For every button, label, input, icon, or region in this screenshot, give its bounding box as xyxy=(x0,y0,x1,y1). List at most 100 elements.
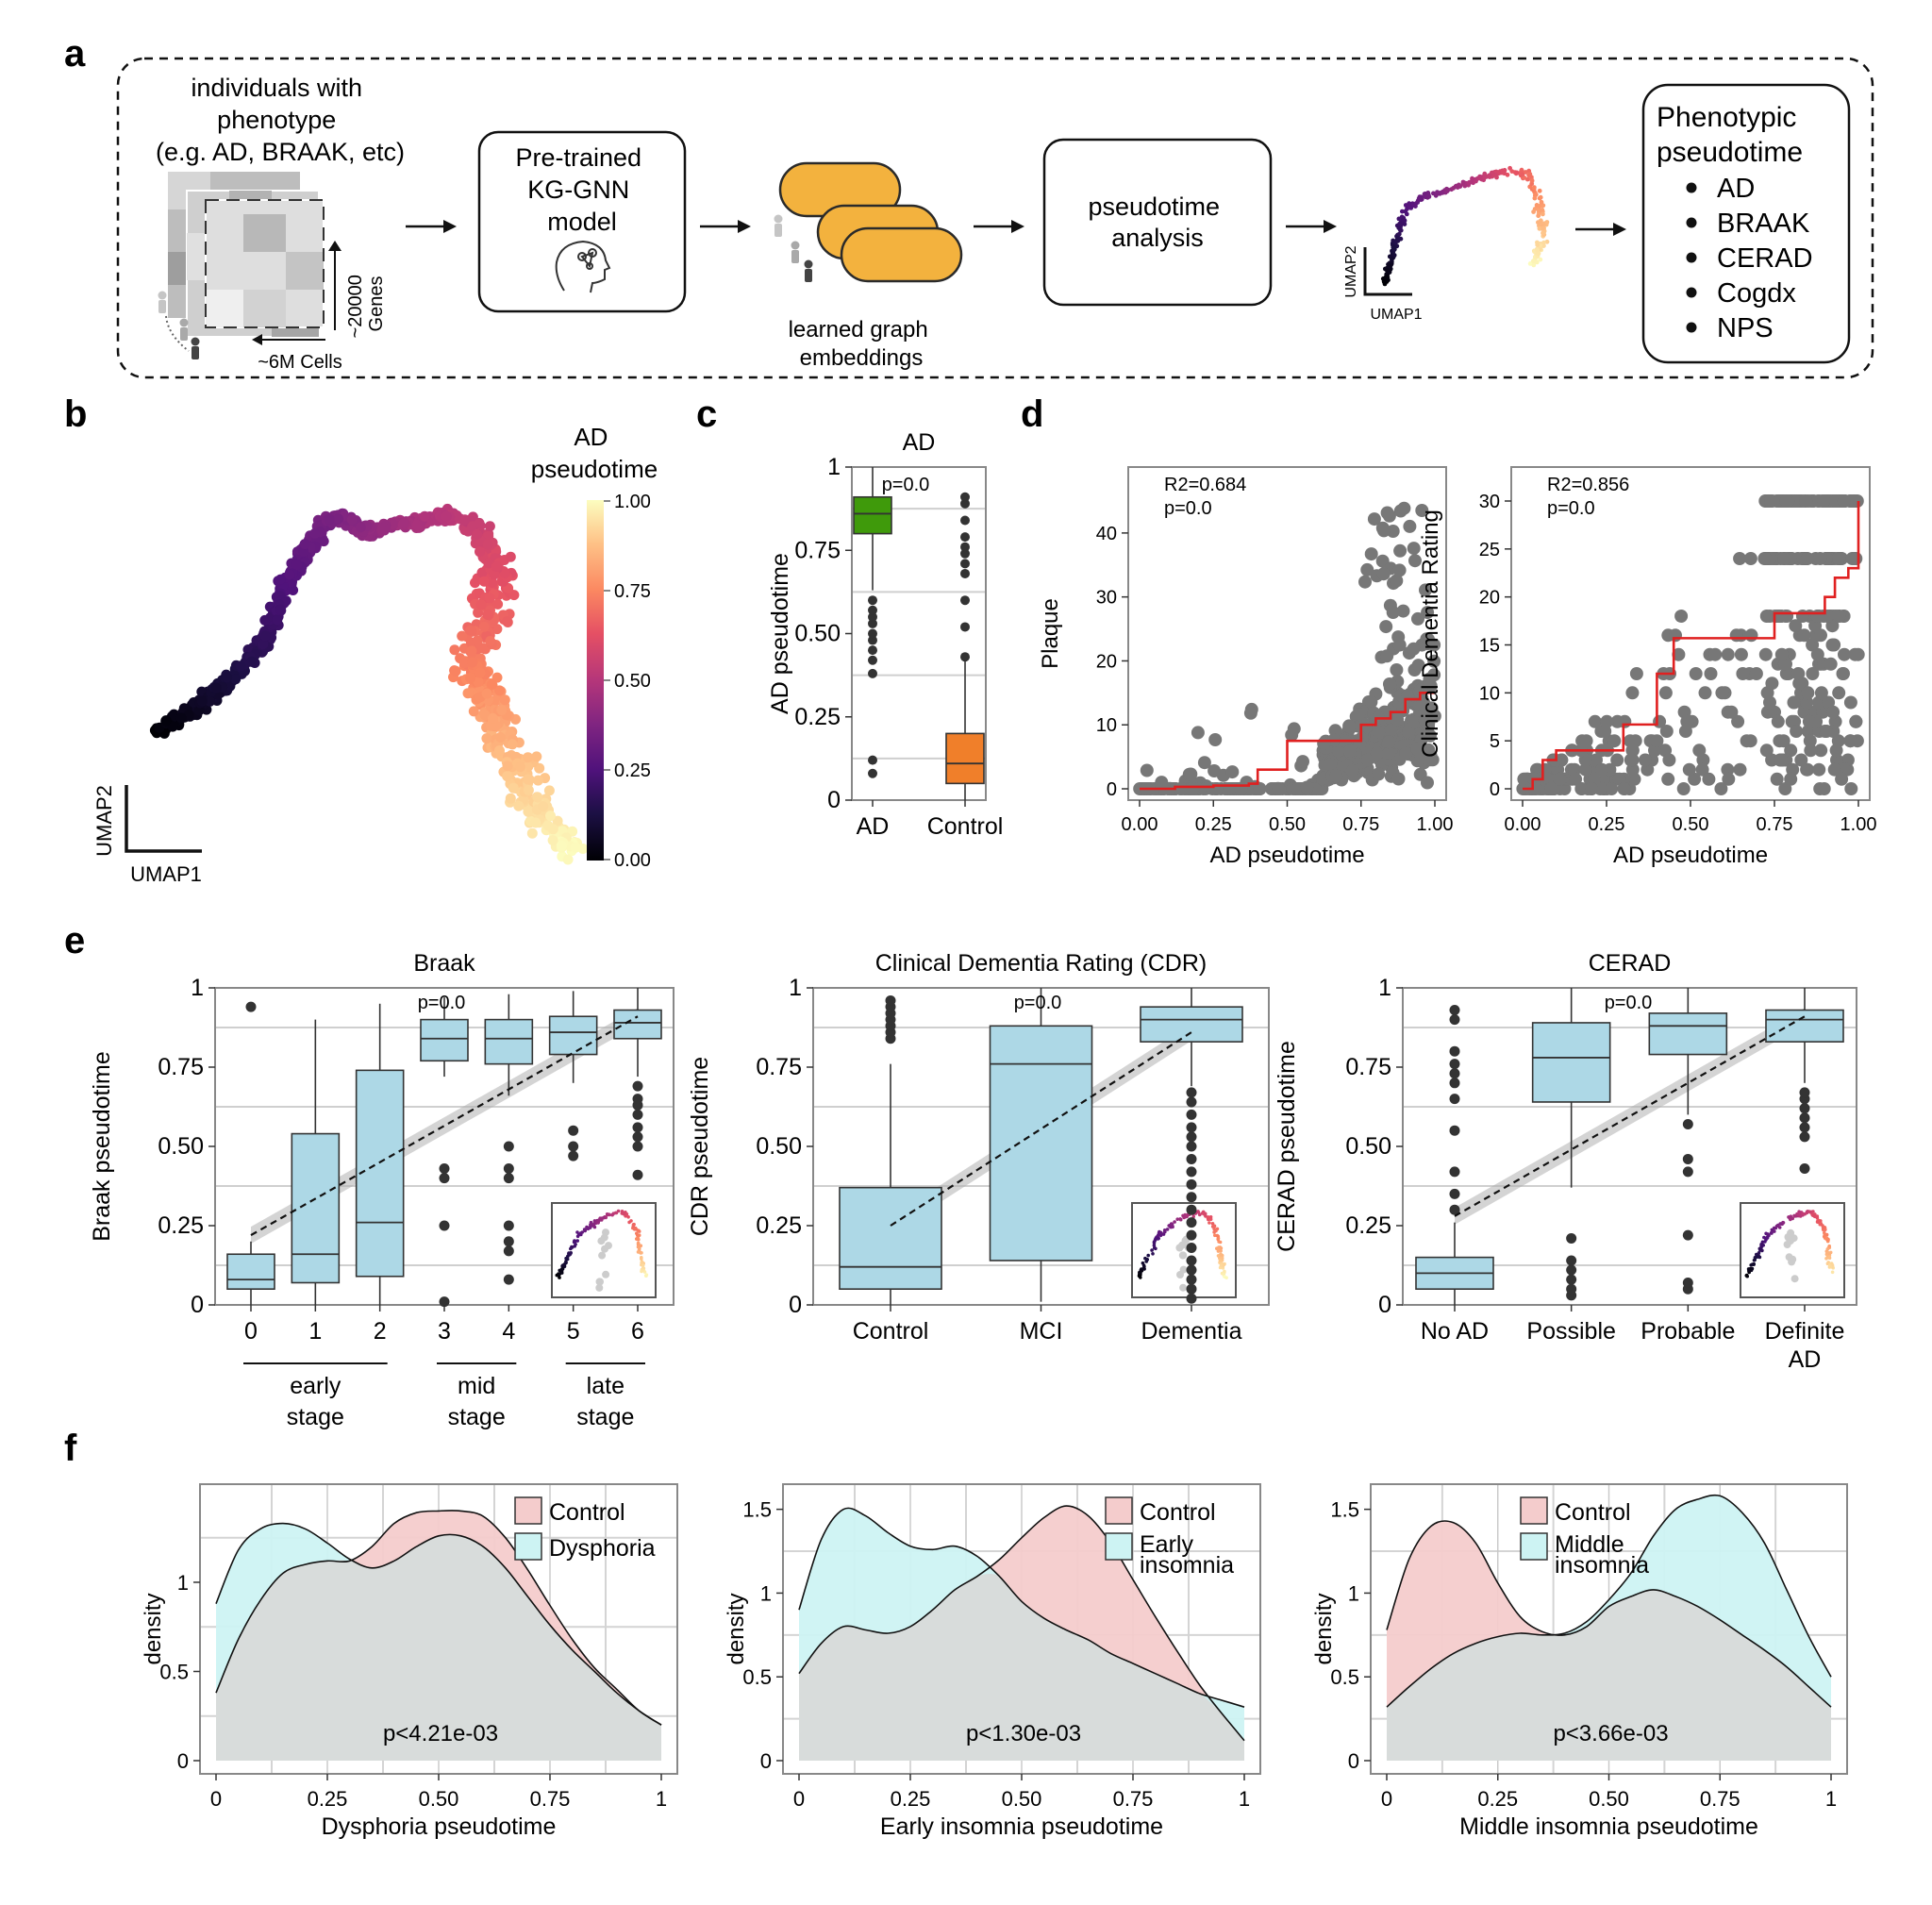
inset-point xyxy=(610,1212,614,1217)
mini-umap-point xyxy=(1527,261,1533,266)
inset-point xyxy=(1212,1224,1217,1228)
umap-point xyxy=(542,820,554,831)
scatter-point xyxy=(1680,714,1694,728)
x-axis-label: AD pseudotime xyxy=(1613,843,1768,868)
inset-point xyxy=(591,1222,596,1227)
legend-label: Control xyxy=(1140,1499,1216,1526)
inset-point xyxy=(637,1229,641,1233)
umap-point xyxy=(478,621,490,632)
panel-d-cdr-scatter: 0.00 0.25 0.50 0.75 1.00 0 5 10 15 20 25 30 AD pseud… xyxy=(1418,466,1876,868)
inset-point xyxy=(589,1220,593,1225)
scatter-point xyxy=(1590,753,1603,767)
umap-point xyxy=(562,854,574,865)
inset-point xyxy=(636,1237,640,1242)
mini-umap-point xyxy=(1536,213,1541,219)
p-value-annotation: p=0.0 xyxy=(1014,993,1062,1013)
panel-f-dysphoria-density: 0 0.25 0.50 0.75 1 0 0.5 1 Dysphoria pseudotime d… xyxy=(141,1483,678,1840)
legend-label: Early xyxy=(1140,1531,1193,1558)
umap-point xyxy=(523,752,534,763)
umap-point xyxy=(523,785,534,795)
pseudotime-analysis-label: pseudotime analysis xyxy=(1088,192,1226,252)
inset-point xyxy=(1218,1240,1223,1245)
box-outlier xyxy=(503,1236,514,1247)
box xyxy=(355,1069,405,1278)
scatter-point xyxy=(1803,734,1817,748)
mini-umap-point xyxy=(1397,221,1402,226)
panel-letter-d: d xyxy=(1021,393,1043,435)
x-tick-label: Control xyxy=(927,813,1004,840)
scatter-point xyxy=(1661,772,1675,786)
trend-confidence-band xyxy=(251,1008,638,1245)
umap-point xyxy=(483,558,494,569)
box-outlier xyxy=(632,1169,643,1180)
box-outlier xyxy=(1186,1293,1197,1304)
scatter-point xyxy=(1390,574,1404,588)
y-tick-label: 25 xyxy=(1479,540,1500,560)
scatter-point xyxy=(1832,686,1846,700)
x-tick-label: Definite xyxy=(1765,1318,1845,1345)
inset-point xyxy=(567,1251,571,1255)
scatter-point xyxy=(1588,714,1602,728)
umap-point xyxy=(473,607,484,618)
colorbar xyxy=(587,500,604,861)
density-curve xyxy=(1386,1520,1832,1708)
scatter-point xyxy=(1391,712,1405,727)
mini-umap-point xyxy=(1396,231,1402,237)
scatter-point xyxy=(1729,628,1743,643)
box-outlier xyxy=(1186,1122,1197,1133)
scatter-point xyxy=(1186,782,1200,795)
y-tick-label: 0.5 xyxy=(159,1660,189,1683)
scatter-point xyxy=(1802,714,1816,728)
plot-title: Clinical Dementia Rating (CDR) xyxy=(875,950,1208,977)
x-tick-label: 6 xyxy=(631,1318,644,1345)
inset-point xyxy=(1143,1256,1147,1261)
inset-point xyxy=(1811,1213,1815,1217)
scatter-point xyxy=(1758,647,1773,661)
box-outlier xyxy=(503,1274,514,1285)
colorbar-tick-label: 0.25 xyxy=(614,760,651,781)
mini-umap-point xyxy=(1509,169,1515,175)
umap-point xyxy=(474,517,485,528)
stage-label: stage xyxy=(287,1404,344,1430)
mini-umap-point xyxy=(1396,226,1402,231)
scatter-point xyxy=(1639,753,1652,767)
scatter-point xyxy=(1391,772,1406,786)
umap-point xyxy=(258,639,269,650)
inset-point xyxy=(573,1245,576,1248)
y-tick-label: 0.50 xyxy=(756,1133,802,1160)
scatter-point xyxy=(1380,649,1394,663)
inset-point xyxy=(1215,1227,1220,1231)
umap-point xyxy=(556,840,567,851)
density-curve xyxy=(215,1522,662,1726)
box-outlier xyxy=(1186,1153,1197,1164)
inset-point xyxy=(1219,1252,1223,1257)
umap-point xyxy=(502,771,513,782)
inset-point xyxy=(1146,1253,1150,1258)
inset-point xyxy=(1825,1250,1830,1255)
y-tick-label: 0.50 xyxy=(794,621,841,647)
umap-point xyxy=(487,577,498,588)
colorbar-tick-label: 0.00 xyxy=(614,850,651,871)
mini-umap-point xyxy=(1531,262,1537,268)
mini-umap-point xyxy=(1523,170,1528,175)
scatter-point xyxy=(1184,767,1198,781)
mini-umap-x-label: UMAP1 xyxy=(1370,307,1422,323)
box-outlier xyxy=(1449,1078,1460,1089)
box-outlier xyxy=(632,1094,643,1105)
x-tick-label: 0 xyxy=(210,1787,222,1811)
umap-point xyxy=(376,525,388,536)
umap-point xyxy=(494,745,505,756)
scatter-point xyxy=(1715,686,1729,700)
scatter-point xyxy=(1391,630,1406,644)
umap-point xyxy=(489,569,500,580)
inset-point xyxy=(1219,1248,1223,1253)
scatter-point xyxy=(1574,782,1589,795)
legend-swatch xyxy=(1105,1532,1133,1561)
box xyxy=(945,732,985,785)
mini-umap-point xyxy=(1391,244,1396,250)
inset-point xyxy=(602,1215,606,1220)
inset-highlight-point xyxy=(602,1228,609,1237)
scatter-point xyxy=(1787,695,1801,710)
scatter-point xyxy=(1812,762,1826,777)
umap-point xyxy=(482,609,493,620)
